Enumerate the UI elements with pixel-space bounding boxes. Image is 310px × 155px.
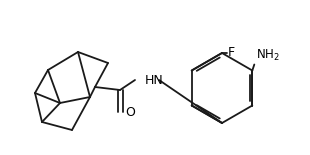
Text: NH$_2$: NH$_2$ bbox=[256, 47, 280, 62]
Text: HN: HN bbox=[145, 73, 164, 86]
Text: F: F bbox=[228, 46, 235, 60]
Text: O: O bbox=[125, 106, 135, 119]
